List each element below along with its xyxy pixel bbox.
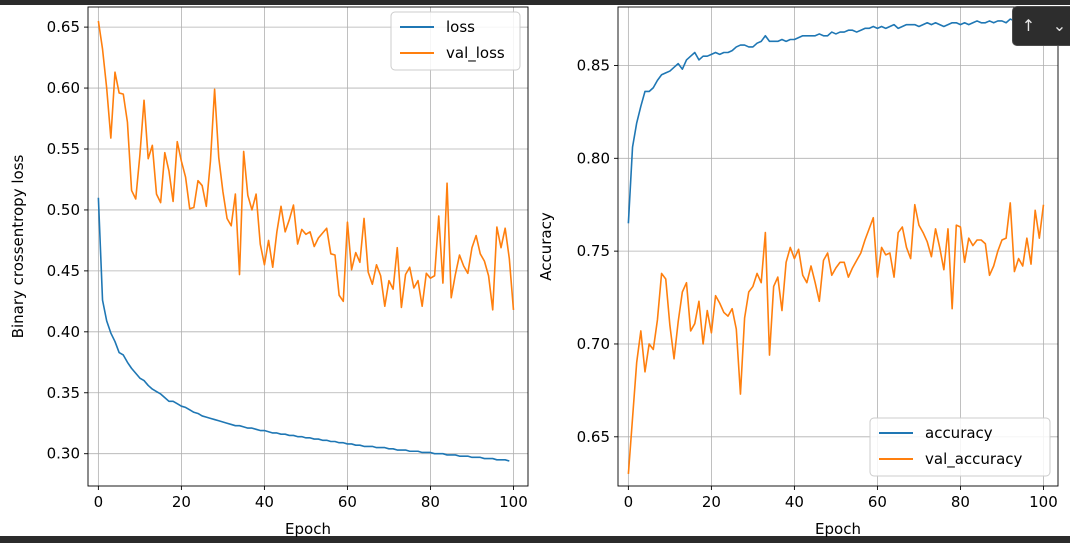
legend-label-accuracy: accuracy [925, 424, 993, 442]
x-tick-label: 80 [421, 493, 440, 511]
series-line-val_loss [97, 20, 515, 311]
legend-label-val_loss: val_loss [446, 44, 505, 63]
y-tick-label: 0.80 [577, 149, 610, 167]
axes-frame [617, 6, 1059, 487]
cell-toolbar: ↑ ⌄ [1012, 6, 1070, 46]
y-tick-label: 0.50 [47, 201, 80, 219]
x-tick-label: 40 [255, 493, 274, 511]
legend-label-val_accuracy: val_accuracy [925, 450, 1023, 469]
y-axis-label: Accuracy [537, 212, 555, 281]
x-tick-label: 20 [172, 493, 191, 511]
x-tick-label: 40 [785, 493, 804, 511]
notebook-bottom-border [0, 536, 1070, 543]
x-tick-label: 0 [624, 493, 634, 511]
y-tick-label: 0.65 [47, 18, 80, 36]
y-tick-label: 0.35 [47, 384, 80, 402]
legend: accuracy val_accuracy [869, 417, 1051, 477]
x-axis-label: Epoch [285, 520, 331, 538]
y-tick-label: 0.70 [577, 335, 610, 353]
axes-frame [87, 6, 529, 487]
notebook-top-border [0, 0, 1070, 5]
y-tick-label: 0.40 [47, 323, 80, 341]
chevron-down-icon[interactable]: ⌄ [1052, 16, 1067, 35]
x-tick-label: 60 [338, 493, 357, 511]
series-line-accuracy [627, 18, 1040, 224]
x-tick-label: 80 [951, 493, 970, 511]
x-tick-label: 100 [499, 493, 528, 511]
y-tick-label: 0.75 [577, 242, 610, 260]
x-tick-label: 60 [868, 493, 887, 511]
y-tick-label: 0.60 [47, 79, 80, 97]
series-line-val_accuracy [627, 202, 1045, 474]
legend-box [869, 417, 1051, 477]
y-tick-label: 0.65 [577, 428, 610, 446]
y-axis-label: Binary crossentropy loss [9, 155, 27, 339]
arrow-up-icon[interactable]: ↑ [1021, 16, 1036, 35]
y-tick-label: 0.30 [47, 445, 80, 463]
y-tick-label: 0.55 [47, 140, 80, 158]
x-tick-label: 100 [1029, 493, 1058, 511]
series-line-loss [97, 197, 510, 462]
chart-1: 0 20 40 60 80 100 0.30 0.35 0.40 0.45 0.50 0.55 0.60… [9, 6, 529, 538]
x-axis-label: Epoch [815, 520, 861, 538]
legend-label-loss: loss [446, 18, 475, 36]
y-tick-label: 0.85 [577, 56, 610, 74]
y-tick-label: 0.45 [47, 262, 80, 280]
legend: loss val_loss [390, 11, 521, 71]
x-tick-label: 20 [702, 493, 721, 511]
x-tick-label: 0 [94, 493, 104, 511]
chart-2: 0 20 40 60 80 100 0.65 0.70 0.75 0.80 0.85 Epoch Acc… [537, 6, 1059, 538]
